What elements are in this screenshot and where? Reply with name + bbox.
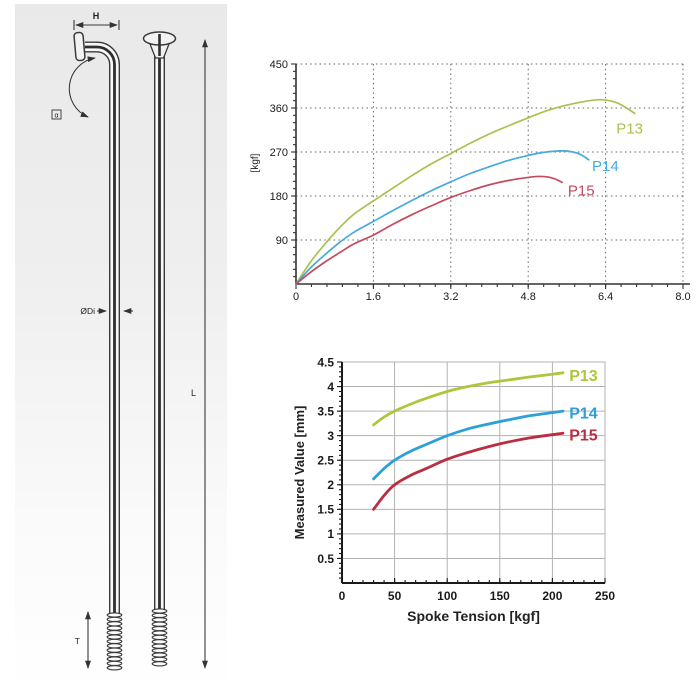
svg-text:100: 100 — [437, 589, 457, 603]
dimension-length: L — [191, 39, 208, 669]
dimension-head-width-label: H — [93, 11, 100, 21]
series-P15 — [372, 431, 565, 511]
drawing-panel-background — [15, 4, 227, 696]
dimension-bend-angle: α — [51, 56, 96, 120]
svg-text:360: 360 — [270, 103, 288, 115]
y-axis-title: Measured Value [mm] — [292, 406, 307, 540]
svg-text:6.4: 6.4 — [598, 291, 613, 303]
svg-text:0: 0 — [293, 291, 299, 303]
series-P14 — [372, 409, 565, 481]
dimension-wire-diameter: ØDi — [80, 306, 133, 316]
svg-text:200: 200 — [542, 589, 562, 603]
svg-text:1: 1 — [327, 527, 334, 541]
dimension-head-width — [73, 20, 120, 30]
spoke-jbend — [73, 31, 120, 613]
chart-spoke-strength: 0 1.6 3.2 4.8 6.4 8.090180270360450[kgf]P13P1… — [250, 59, 691, 303]
svg-text:3: 3 — [327, 429, 334, 443]
series-P14 — [295, 149, 590, 285]
tick-marks — [291, 63, 684, 289]
y-axis-title: [kgf] — [250, 153, 261, 172]
svg-text:0.5: 0.5 — [317, 552, 334, 566]
tick-marks — [337, 361, 606, 583]
grid-lines — [296, 63, 684, 284]
svg-text:50: 50 — [388, 589, 402, 603]
tick-labels: 0 1.6 3.2 4.8 6.4 8.0 90 180 270 360 450 — [270, 59, 691, 303]
series-curves: P13 P14 P15 — [372, 368, 598, 511]
dimension-length-label: L — [191, 388, 196, 398]
series-P13 — [372, 371, 565, 427]
x-axis-title: Spoke Tension [kgf] — [407, 608, 540, 624]
svg-text:250: 250 — [595, 589, 615, 603]
svg-text:2.5: 2.5 — [317, 454, 334, 468]
series-curves: P13 P14 P15 — [295, 98, 643, 285]
svg-text:270: 270 — [270, 147, 288, 159]
dimension-bend-angle-label: α — [54, 113, 58, 120]
tick-labels: 0 50 100 150 200 250 0.5 1 1.5 2 2.5 3 3.5 4 4.5 — [317, 355, 615, 603]
svg-text:8.0: 8.0 — [675, 291, 690, 303]
series-label-P15: P15 — [569, 428, 598, 445]
svg-text:450: 450 — [270, 59, 288, 71]
spoke-technical-drawing: H α ØDi L T — [15, 4, 227, 696]
spoke-jbend-head — [73, 31, 86, 62]
spoke-threads — [106, 608, 168, 671]
spoke-straight — [142, 31, 177, 610]
series-label-P13: P13 — [569, 368, 598, 385]
series-label-P14: P14 — [592, 158, 619, 175]
svg-text:180: 180 — [270, 191, 288, 203]
svg-text:3.5: 3.5 — [317, 404, 334, 418]
axes — [295, 64, 690, 285]
svg-text:90: 90 — [276, 235, 288, 247]
series-label-P13: P13 — [616, 121, 643, 138]
series-label-P15: P15 — [568, 183, 595, 200]
series-label-P14: P14 — [569, 406, 598, 423]
axes — [341, 362, 605, 584]
dimension-wire-diameter-label: ØDi — [80, 306, 95, 316]
dimension-thread: T — [75, 611, 91, 669]
svg-text:1.6: 1.6 — [366, 291, 381, 303]
chart-tension-elongation: 0 50 100 150 200 250 0.5 1 1.5 2 2.5 3 3.5 4 4.5 Measur… — [292, 355, 615, 624]
series-P13 — [295, 98, 636, 285]
svg-text:0: 0 — [339, 589, 346, 603]
svg-text:4: 4 — [327, 380, 334, 394]
svg-text:4.8: 4.8 — [521, 291, 536, 303]
svg-text:150: 150 — [490, 589, 510, 603]
dimension-thread-label: T — [75, 636, 80, 646]
svg-text:3.2: 3.2 — [443, 291, 458, 303]
svg-text:1.5: 1.5 — [317, 503, 334, 517]
svg-text:4.5: 4.5 — [317, 355, 334, 369]
svg-text:2: 2 — [327, 478, 334, 492]
series-P15 — [295, 175, 563, 285]
